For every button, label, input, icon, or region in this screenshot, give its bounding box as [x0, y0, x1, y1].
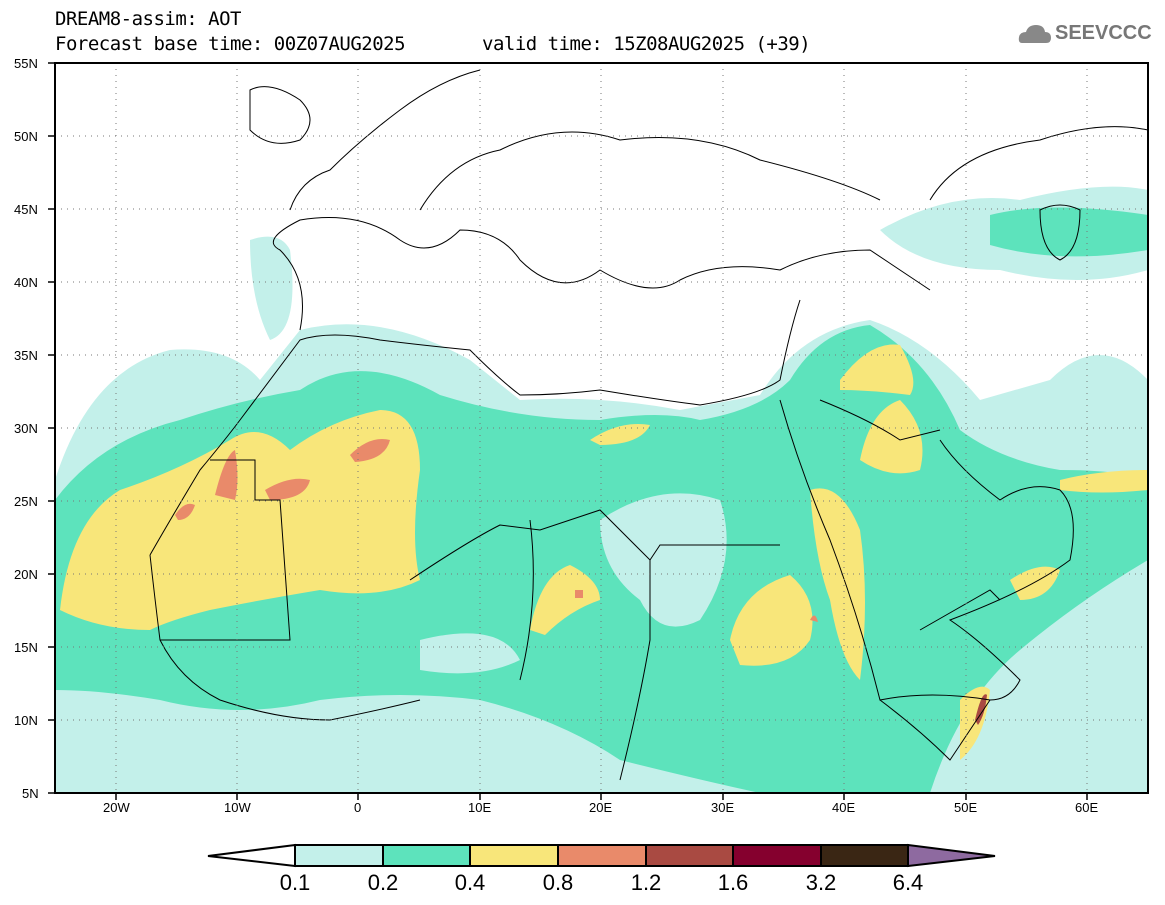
aot-0.8-regions [175, 439, 818, 622]
colorbar-label: 1.2 [630, 870, 662, 895]
lat-label: 30N [14, 421, 38, 436]
colorbar-0.1-0.2 [294, 844, 384, 867]
colorbar-0.2-0.4 [382, 844, 471, 867]
axis-ticks [48, 62, 1088, 800]
logo-text: SEEVCCC [1055, 22, 1152, 44]
colorbar-0.8-1.2 [557, 844, 647, 867]
lat-label: 25N [14, 494, 38, 509]
lat-label: 35N [14, 348, 38, 363]
lat-label: 15N [14, 640, 38, 655]
lat-label: 55N [14, 56, 38, 71]
colorbar-label: 1.6 [717, 870, 749, 895]
forecast-base-time: Forecast base time: 00Z07AUG2025 [55, 33, 406, 55]
lon-label: 10E [468, 800, 492, 815]
lat-label: 50N [14, 129, 38, 144]
lon-label: 30E [711, 800, 735, 815]
lon-label: 10W [224, 800, 251, 815]
lat-label: 20N [14, 567, 38, 582]
colorbar-below-0.1 [207, 843, 296, 868]
lat-label: 40N [14, 275, 38, 290]
colorbar-3.2-6.4 [820, 844, 909, 867]
seevccc-logo: SEEVCCC [1018, 22, 1152, 45]
lon-label: 20E [589, 800, 613, 815]
lon-label: 50E [954, 800, 978, 815]
valid-time: valid time: 15Z08AUG2025 (+39) [482, 33, 811, 55]
cloud-icon [1018, 24, 1051, 43]
lat-label: 45N [14, 202, 38, 217]
graticule [55, 63, 1148, 793]
map-title: DREAM8-assim: AOT [55, 8, 241, 30]
colorbar-above-6.4 [907, 843, 996, 868]
colorbar-label: 0.4 [454, 870, 486, 895]
colorbar-1.6-3.2 [732, 844, 822, 867]
lon-label: 20W [103, 800, 130, 815]
lon-label: 0 [354, 800, 362, 815]
aot-0.4-regions [60, 344, 1148, 760]
lon-label: 60E [1075, 800, 1099, 815]
colorbar-label: 0.1 [279, 870, 311, 895]
aot-0.1-hole [420, 493, 727, 674]
colorbar-label: 6.4 [892, 870, 924, 895]
lon-label: 40E [832, 800, 856, 815]
colorbar-label: 3.2 [805, 870, 837, 895]
colorbar-label: 0.2 [367, 870, 399, 895]
colorbar-0.4-0.8 [469, 844, 559, 867]
coastlines [149, 69, 1148, 781]
colorbar-label: 0.8 [542, 870, 574, 895]
colorbar-1.2-1.6 [645, 844, 734, 867]
lat-label: 10N [14, 713, 38, 728]
lat-label: 5N [22, 786, 39, 801]
colorbar [207, 843, 996, 868]
